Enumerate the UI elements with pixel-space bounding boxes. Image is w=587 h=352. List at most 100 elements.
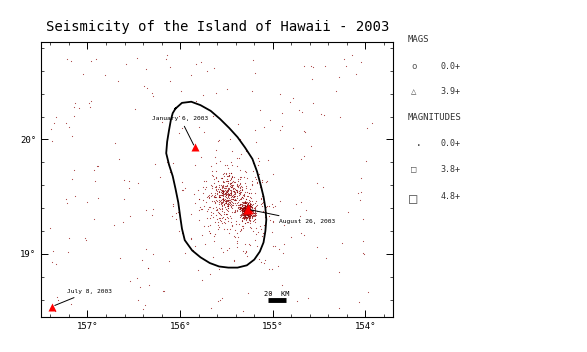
Point xyxy=(215,211,225,217)
Point xyxy=(241,207,250,213)
Point xyxy=(219,219,228,224)
Point xyxy=(113,78,123,84)
Point xyxy=(312,180,322,186)
Point xyxy=(237,214,246,219)
Point xyxy=(235,202,244,207)
Point xyxy=(241,202,250,207)
Point xyxy=(225,200,235,206)
Point xyxy=(220,212,229,217)
Point xyxy=(217,295,227,301)
Point xyxy=(240,207,249,212)
Point xyxy=(221,205,230,210)
Point xyxy=(218,189,228,195)
Point xyxy=(208,254,217,260)
Point xyxy=(268,244,278,249)
Point xyxy=(245,194,255,200)
Point xyxy=(243,205,252,211)
Point xyxy=(222,188,232,193)
Point xyxy=(244,209,253,215)
Point xyxy=(227,192,236,197)
Point xyxy=(209,238,218,243)
Point xyxy=(229,257,238,262)
Point xyxy=(239,215,249,221)
Point xyxy=(204,223,213,229)
Point xyxy=(48,248,58,253)
Point xyxy=(242,196,251,201)
Point xyxy=(232,189,241,195)
Point xyxy=(237,219,247,224)
Point xyxy=(61,121,70,126)
Point xyxy=(292,298,302,304)
Point xyxy=(235,181,245,187)
Point xyxy=(207,172,217,178)
Point xyxy=(250,70,259,75)
Point xyxy=(240,203,249,208)
Point xyxy=(239,208,248,214)
Point xyxy=(137,258,146,263)
Point xyxy=(239,210,248,216)
Point xyxy=(224,187,233,193)
Point xyxy=(234,190,244,196)
Point xyxy=(217,185,227,191)
Point xyxy=(194,124,204,130)
Point xyxy=(242,202,252,208)
Point xyxy=(241,209,251,215)
Point xyxy=(244,208,253,214)
Point xyxy=(222,208,232,213)
Point xyxy=(217,201,226,206)
Point xyxy=(234,202,243,208)
Point xyxy=(75,106,84,111)
Point xyxy=(271,203,280,209)
Point xyxy=(165,170,174,175)
Point xyxy=(239,205,248,210)
Point xyxy=(226,181,235,186)
Point xyxy=(194,188,203,193)
Point xyxy=(228,192,238,198)
Point xyxy=(220,197,229,203)
Point xyxy=(233,178,242,184)
Point xyxy=(223,195,232,200)
Point xyxy=(203,68,212,74)
Point xyxy=(275,198,284,203)
Point xyxy=(244,207,254,212)
Point xyxy=(246,203,255,209)
Point xyxy=(222,189,232,195)
Point xyxy=(237,187,247,193)
Point xyxy=(238,211,248,216)
Point xyxy=(353,190,363,196)
Point xyxy=(225,183,235,188)
Point xyxy=(214,215,223,220)
Point xyxy=(246,204,255,210)
Point xyxy=(242,210,252,216)
Point xyxy=(244,207,253,212)
Point xyxy=(241,213,250,218)
Point xyxy=(226,170,235,176)
Point xyxy=(187,72,196,77)
Point xyxy=(257,195,266,201)
Point xyxy=(309,64,318,70)
Point xyxy=(235,201,244,206)
Point xyxy=(245,206,255,212)
Point xyxy=(265,117,275,123)
Point xyxy=(243,208,252,213)
Point xyxy=(264,213,274,219)
Point xyxy=(211,175,221,181)
Point xyxy=(222,183,231,189)
Point xyxy=(225,137,234,142)
Point xyxy=(312,245,322,250)
Point xyxy=(197,207,207,212)
Point xyxy=(236,208,245,213)
Point xyxy=(224,245,233,251)
Point xyxy=(212,190,222,196)
Point xyxy=(227,182,237,187)
Point xyxy=(248,209,258,214)
Point xyxy=(221,191,230,196)
Point xyxy=(250,210,259,216)
Point xyxy=(230,186,239,191)
Point xyxy=(240,207,249,213)
Point xyxy=(237,206,247,212)
Point xyxy=(299,128,309,133)
Point xyxy=(247,205,257,210)
Point xyxy=(90,178,99,183)
Point xyxy=(69,113,78,119)
